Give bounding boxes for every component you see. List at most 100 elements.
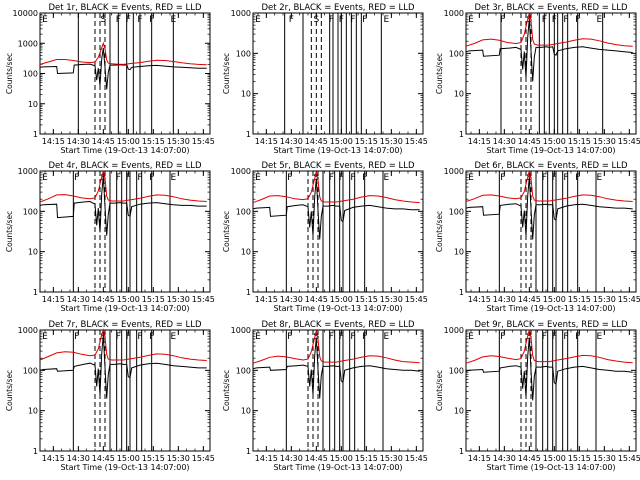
chart-panel-5: Det 5r, BLACK = Events, RED = LLD 1 10 100 1… [222, 161, 428, 313]
region-label: F [500, 332, 505, 342]
region-label: F [542, 15, 547, 25]
lld-series-line [465, 12, 633, 47]
y-tick-label: 100 [23, 366, 38, 375]
x-tick-label: 14:45 [92, 454, 115, 463]
region-label: E [468, 15, 474, 25]
y-tick-label: 10 [241, 407, 251, 416]
y-axis-label: Counts/sec [435, 211, 444, 252]
x-tick-label: 14:30 [67, 137, 90, 146]
y-tick-label: 100 [236, 49, 251, 58]
lld-series-line [39, 170, 207, 203]
x-axis-label: Start Time (19-Oct-13 14:07:00) [273, 304, 402, 313]
x-tick-label: 14:45 [92, 295, 115, 304]
x-tick-label: 15:45 [405, 454, 428, 463]
plot-frame [252, 329, 424, 452]
y-tick-label: 1000 [18, 326, 38, 335]
region-label: E [255, 332, 261, 342]
x-tick-label: 15:00 [330, 295, 353, 304]
events-series-line [252, 337, 420, 399]
region-label: F [575, 15, 580, 25]
lld-series-line [39, 328, 207, 361]
y-tick-label: 1 [459, 130, 464, 139]
events-series-line [465, 19, 633, 82]
region-label: F [339, 332, 344, 342]
y-tick-label: 1 [246, 130, 251, 139]
chart-title: Det 5r, BLACK = Events, RED = LLD [261, 161, 415, 171]
region-label: S [526, 332, 532, 342]
x-tick-label: 15:45 [618, 454, 640, 463]
y-axis-label: Counts/sec [5, 370, 14, 411]
x-tick-label: 14:15 [42, 137, 65, 146]
region-label: F [552, 15, 557, 25]
region-label: E [383, 173, 389, 183]
region-label: F [116, 15, 121, 25]
x-tick-label: 14:15 [255, 295, 278, 304]
plot-frame [465, 329, 637, 452]
x-tick-label: 15:15 [355, 454, 378, 463]
region-label: F [137, 332, 142, 342]
chart-panel-9: Det 9r, BLACK = Events, RED = LLD 1 10 100 1… [435, 320, 640, 472]
x-tick-label: 14:30 [67, 295, 90, 304]
region-label: F [287, 332, 292, 342]
x-tick-label: 15:00 [117, 137, 140, 146]
x-tick-label: 14:15 [255, 454, 278, 463]
chart-panel-7: Det 7r, BLACK = Events, RED = LLD 1 10 100 1… [5, 320, 215, 472]
x-axis-label: Start Time (19-Oct-13 14:07:00) [60, 146, 189, 155]
x-tick-label: 15:45 [192, 454, 215, 463]
y-tick-label: 1000 [18, 39, 38, 48]
region-label: F [339, 15, 344, 25]
x-tick-label: 15:15 [142, 137, 165, 146]
x-axis-label: Start Time (19-Oct-13 14:07:00) [273, 463, 402, 472]
region-label: F [329, 173, 334, 183]
x-axis-label: Start Time (19-Oct-13 14:07:00) [273, 146, 402, 155]
region-label: F [575, 173, 580, 183]
chart-panel-2: Det 2r, BLACK = Events, RED = LLD 1 10 100 1… [222, 3, 428, 155]
x-tick-label: 15:15 [568, 295, 591, 304]
region-label: F [149, 173, 154, 183]
x-tick-label: 14:30 [280, 137, 303, 146]
x-tick-label: 15:45 [192, 137, 215, 146]
y-axis-label: Counts/sec [5, 211, 14, 252]
region-label: E [42, 173, 48, 183]
region-label: E [468, 173, 474, 183]
x-tick-label: 14:15 [468, 137, 491, 146]
region-label: F [362, 15, 367, 25]
x-tick-label: 15:00 [543, 454, 566, 463]
x-tick-label: 15:15 [355, 295, 378, 304]
region-label: F [350, 332, 355, 342]
region-label: S [313, 15, 319, 25]
y-tick-label: 1 [459, 288, 464, 297]
y-tick-label: 1000 [444, 326, 464, 335]
region-label: F [350, 15, 355, 25]
y-tick-label: 10 [454, 90, 464, 99]
y-tick-label: 1 [33, 447, 38, 456]
chart-panel-1: Det 1r, BLACK = Events, RED = LLD 1 10 100 1… [5, 3, 215, 155]
lld-series-line [252, 171, 420, 204]
x-tick-label: 15:45 [192, 295, 215, 304]
region-label: F [563, 332, 568, 342]
y-tick-label: 10 [28, 248, 38, 257]
region-label: E [255, 15, 261, 25]
region-label: F [500, 173, 505, 183]
region-label: F [542, 173, 547, 183]
region-label: F [137, 15, 142, 25]
x-tick-label: 14:45 [305, 454, 328, 463]
x-tick-label: 14:45 [518, 295, 541, 304]
events-series-line [465, 177, 633, 240]
region-label: F [74, 173, 79, 183]
lld-series-line [465, 170, 633, 202]
x-tick-label: 15:45 [618, 295, 640, 304]
y-tick-label: 1000 [231, 167, 251, 176]
lld-series-line [252, 329, 420, 364]
events-series-line [39, 47, 207, 90]
x-tick-label: 15:30 [380, 454, 403, 463]
x-tick-label: 15:30 [167, 295, 190, 304]
region-label: F [575, 332, 580, 342]
x-tick-label: 14:30 [67, 454, 90, 463]
y-tick-label: 1000 [18, 167, 38, 176]
plot-frame [465, 170, 637, 293]
chart-title: Det 8r, BLACK = Events, RED = LLD [261, 320, 415, 330]
x-tick-label: 15:45 [405, 137, 428, 146]
y-axis-label: Counts/sec [222, 53, 231, 94]
